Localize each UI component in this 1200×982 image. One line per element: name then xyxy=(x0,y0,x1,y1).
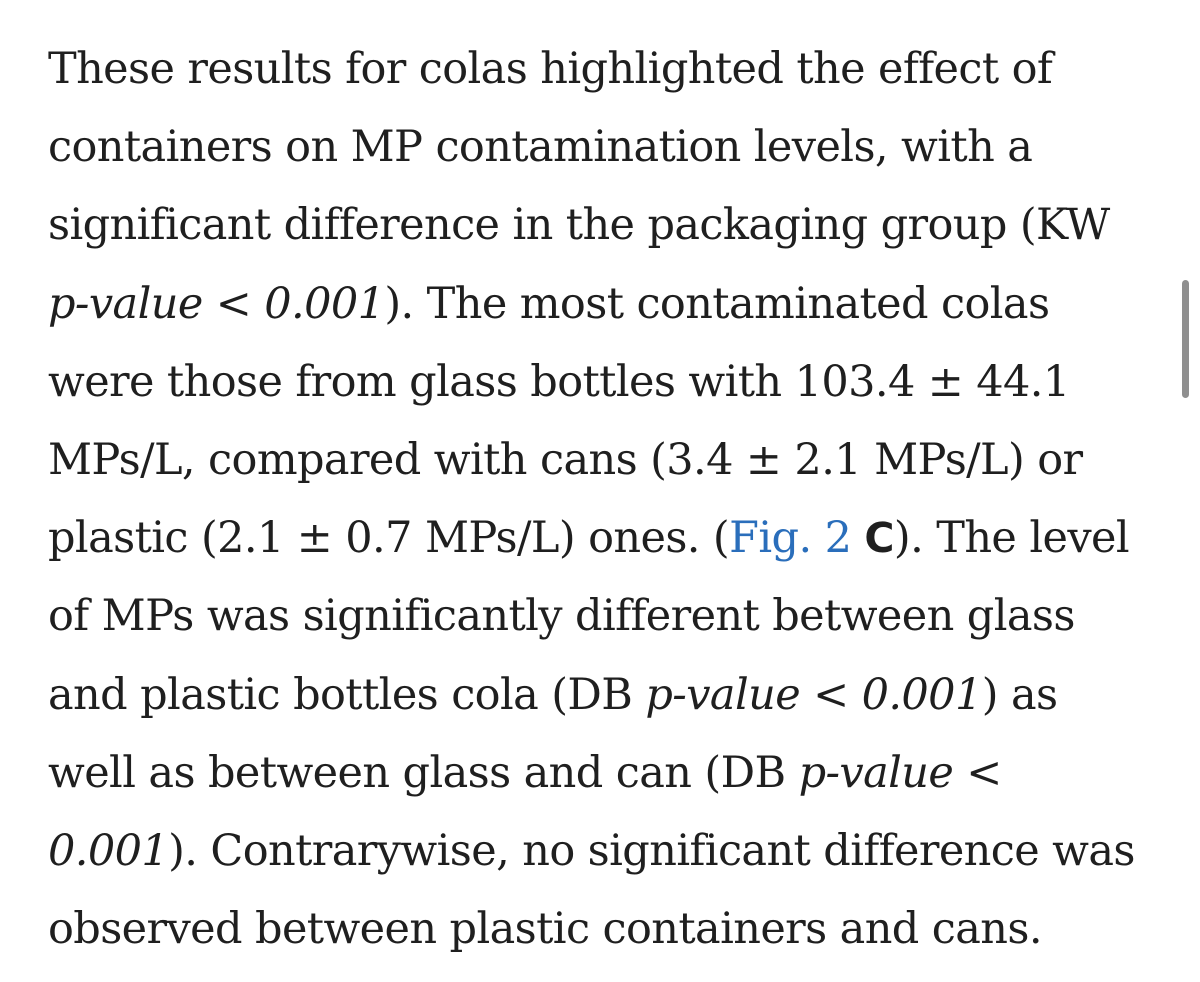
paragraph-line-8: of MPs was significantly different betwe… xyxy=(48,591,1075,642)
vertical-scrollbar[interactable] xyxy=(1182,280,1189,398)
p-value-text: p-value < 0.001 xyxy=(645,669,982,720)
paragraph-line-12: observed between plastic containers and … xyxy=(48,904,1043,955)
paragraph-line-9-before: and plastic bottles cola (DB xyxy=(48,669,646,720)
paragraph-line-7: plastic (2.1 ± 0.7 MPs/L) ones. (Fig. 2 … xyxy=(48,499,1168,577)
paragraph-line-6: MPs/L, compared with cans (3.4 ± 2.1 MPs… xyxy=(48,435,1083,486)
article-paragraph: These results for colas highlighted the … xyxy=(48,30,1168,968)
paragraph-line-11-rest: ). Contrarywise, no significant differen… xyxy=(168,826,1135,877)
paragraph-line-1: These results for colas highlighted the … xyxy=(48,44,1053,94)
paragraph-line-9: and plastic bottles cola (DB p-value < 0… xyxy=(48,656,1168,734)
paragraph-line-9-after: ) as xyxy=(981,669,1058,720)
paragraph-line-7-after: ). The level xyxy=(893,513,1130,564)
paragraph-line-5: were those from glass bottles with 103.4… xyxy=(48,356,1070,407)
paragraph-line-10-before: well as between glass and can (DB xyxy=(48,747,799,798)
paragraph-line-2: containers on MP contamination levels, w… xyxy=(48,122,1033,173)
paragraph-line-10: well as between glass and can (DB p-valu… xyxy=(48,734,1168,812)
p-value-text: p-value < 0.001 xyxy=(48,278,385,329)
figure-2-link[interactable]: Fig. 2 xyxy=(729,513,852,564)
paragraph-line-7-before: plastic (2.1 ± 0.7 MPs/L) ones. ( xyxy=(48,513,730,564)
figure-panel-letter: C xyxy=(864,514,894,563)
paragraph-line-4: p-value < 0.001). The most contaminated … xyxy=(48,265,1168,343)
paragraph-line-3: significant difference in the packaging … xyxy=(48,200,1110,251)
p-value-text: p-value < xyxy=(798,747,1003,798)
paragraph-line-11: 0.001). Contrarywise, no significant dif… xyxy=(48,812,1168,890)
paragraph-line-4-rest: ). The most contaminated colas xyxy=(384,278,1050,329)
p-value-number: 0.001 xyxy=(48,826,169,877)
